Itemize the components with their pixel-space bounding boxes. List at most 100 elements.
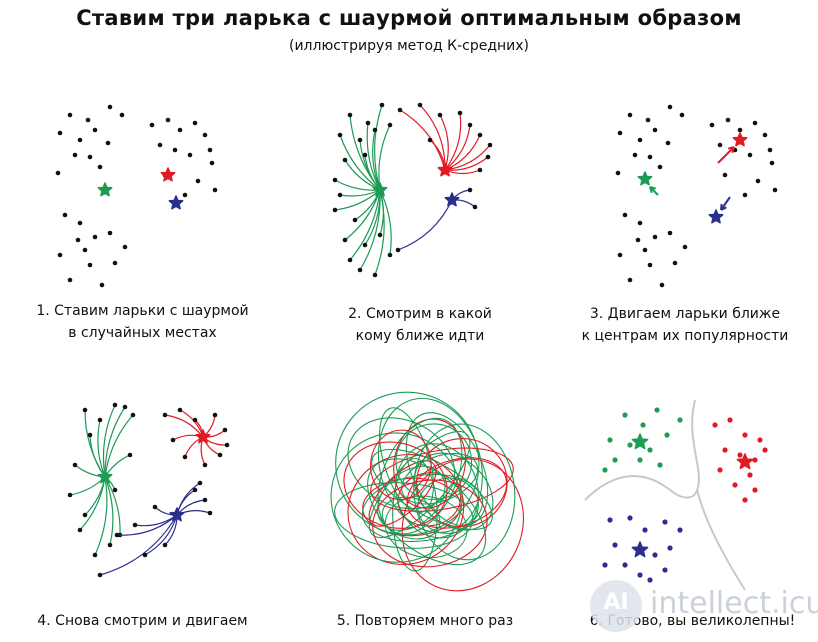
point-dot bbox=[57, 252, 63, 258]
point-dot bbox=[92, 127, 98, 133]
point-dot bbox=[149, 122, 155, 128]
path-to-stall bbox=[429, 139, 446, 171]
point-dot bbox=[172, 147, 178, 153]
path-to-stall bbox=[104, 476, 114, 546]
path-to-stall bbox=[379, 189, 392, 256]
point-dot bbox=[485, 154, 491, 160]
blue-stall-star bbox=[168, 195, 184, 210]
point-dot bbox=[379, 102, 385, 108]
point-dot bbox=[112, 260, 118, 266]
point-dot bbox=[667, 230, 673, 236]
point-dot bbox=[107, 230, 113, 236]
point-dot bbox=[82, 247, 88, 253]
point-dot bbox=[77, 137, 83, 143]
blue-stall-star bbox=[631, 541, 649, 558]
point-dot bbox=[87, 154, 93, 160]
green-stall-star bbox=[372, 182, 388, 197]
point-dot bbox=[67, 277, 73, 283]
point-dot bbox=[752, 487, 758, 493]
point-dot bbox=[107, 104, 113, 110]
point-dot bbox=[77, 220, 83, 226]
watermark-site: intellect.icu bbox=[650, 586, 818, 621]
point-dot bbox=[99, 282, 105, 288]
path-to-stall bbox=[339, 134, 381, 191]
point-dot bbox=[627, 112, 633, 118]
green-stall-star bbox=[631, 433, 649, 450]
point-dot bbox=[762, 447, 768, 453]
path-to-stall bbox=[94, 476, 108, 556]
point-dot bbox=[622, 562, 628, 568]
point-dot bbox=[662, 567, 668, 573]
point-dot bbox=[467, 122, 473, 128]
point-dot bbox=[77, 527, 83, 533]
point-dot bbox=[662, 519, 668, 525]
red-stall-star bbox=[160, 167, 176, 182]
point-dot bbox=[667, 545, 673, 551]
point-dot bbox=[112, 487, 118, 493]
point-dot bbox=[57, 130, 63, 136]
point-dot bbox=[417, 102, 423, 108]
blue-stall-star bbox=[708, 209, 724, 224]
point-dot bbox=[622, 412, 628, 418]
point-dot bbox=[85, 117, 91, 123]
path-to-stall bbox=[397, 199, 453, 251]
point-dot bbox=[97, 417, 103, 423]
panel-2-caption: 2. Смотрим в какой кому ближе идти bbox=[300, 303, 540, 347]
point-dot bbox=[725, 117, 731, 123]
panel-6-caption: 6. Готово, вы великолепны! bbox=[570, 610, 815, 632]
move-arrow-head bbox=[727, 146, 735, 154]
point-dot bbox=[152, 504, 158, 510]
point-dot bbox=[170, 437, 176, 443]
path-to-stall bbox=[102, 404, 116, 478]
point-dot bbox=[632, 152, 638, 158]
point-dot bbox=[615, 170, 621, 176]
point-dot bbox=[717, 142, 723, 148]
point-dot bbox=[755, 178, 761, 184]
point-dot bbox=[362, 242, 368, 248]
point-dot bbox=[647, 154, 653, 160]
point-dot bbox=[612, 457, 618, 463]
panel-1-caption: 1. Ставим ларьки с шаурмой в случайных м… bbox=[10, 300, 275, 344]
point-dot bbox=[132, 522, 138, 528]
point-dot bbox=[92, 234, 98, 240]
path-to-stall bbox=[374, 104, 383, 191]
point-dot bbox=[182, 192, 188, 198]
point-dot bbox=[55, 170, 61, 176]
point-dot bbox=[607, 517, 613, 523]
point-dot bbox=[752, 120, 758, 126]
path-to-stall bbox=[104, 414, 134, 478]
red-stall-star bbox=[195, 429, 211, 444]
point-dot bbox=[659, 282, 665, 288]
point-dot bbox=[677, 527, 683, 533]
point-dot bbox=[122, 404, 128, 410]
point-dot bbox=[217, 452, 223, 458]
path-to-stall bbox=[349, 189, 381, 261]
point-dot bbox=[119, 112, 125, 118]
watermark-logo-text: AI bbox=[603, 590, 629, 615]
scribble-loop bbox=[377, 397, 483, 534]
scribble-loop bbox=[372, 479, 488, 568]
point-dot bbox=[202, 497, 208, 503]
point-dot bbox=[192, 487, 198, 493]
point-dot bbox=[647, 262, 653, 268]
point-dot bbox=[177, 407, 183, 413]
panel-6-final-clusters bbox=[584, 399, 768, 591]
point-dot bbox=[62, 212, 68, 218]
point-dot bbox=[212, 187, 218, 193]
green-stall-star bbox=[97, 469, 113, 484]
point-dot bbox=[337, 192, 343, 198]
path-to-stall bbox=[79, 476, 106, 531]
point-dot bbox=[477, 132, 483, 138]
point-dot bbox=[337, 132, 343, 138]
point-dot bbox=[712, 422, 718, 428]
point-dot bbox=[197, 480, 203, 486]
point-dot bbox=[677, 417, 683, 423]
point-dot bbox=[82, 512, 88, 518]
panel-2-nearest-assignment bbox=[332, 102, 493, 278]
panel-5-caption: 5. Повторяем много раз bbox=[305, 610, 545, 632]
red-stall-star bbox=[732, 132, 748, 147]
path-to-stall bbox=[378, 124, 391, 191]
point-dot bbox=[332, 207, 338, 213]
point-dot bbox=[664, 432, 670, 438]
point-dot bbox=[732, 482, 738, 488]
